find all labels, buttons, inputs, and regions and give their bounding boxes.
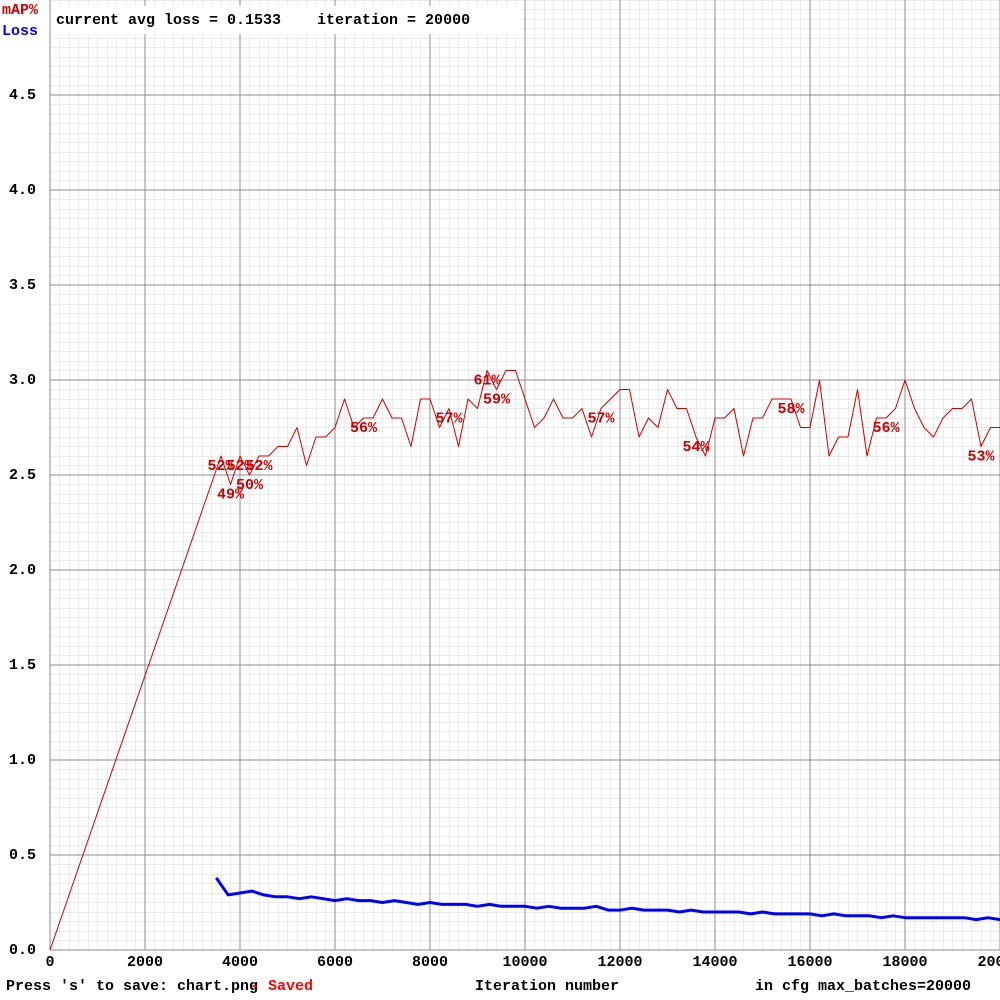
x-tick-label: 4000 xyxy=(222,954,258,971)
y-tick-label: 1.5 xyxy=(9,657,36,674)
x-tick-label: 14000 xyxy=(692,954,737,971)
x-tick-label: 10000 xyxy=(502,954,547,971)
data-label: 52% xyxy=(207,458,235,475)
legend-entry: Loss xyxy=(2,23,38,40)
header-text: current avg loss = 0.1533 iteration = 20… xyxy=(56,12,470,29)
series-line xyxy=(215,876,1000,922)
x-tick-label: 20000 xyxy=(977,954,1000,971)
data-label: 52% xyxy=(226,458,254,475)
x-axis-title: Iteration number xyxy=(475,978,619,995)
x-tick-label: 18000 xyxy=(882,954,927,971)
data-label: 58% xyxy=(777,401,805,418)
data-label: 57% xyxy=(587,410,615,427)
y-tick-label: 0.0 xyxy=(9,942,36,959)
y-tick-label: 2.5 xyxy=(9,467,36,484)
x-tick-label: 16000 xyxy=(787,954,832,971)
save-hint: Press 's' to save: chart.png xyxy=(6,978,258,995)
x-tick-label: 12000 xyxy=(597,954,642,971)
marks-layer: 52%49%52%50%52%56%57%61%59%57%54%58%56%5… xyxy=(49,370,1000,951)
data-label: 54% xyxy=(682,439,710,456)
y-tick-label: 0.5 xyxy=(9,847,36,864)
x-tick-label: 2000 xyxy=(127,954,163,971)
x-tick-label: 6000 xyxy=(317,954,353,971)
data-label: 57% xyxy=(435,410,463,427)
data-label: 56% xyxy=(350,420,378,437)
y-tick-label: 4.0 xyxy=(9,182,36,199)
y-tick-label: 4.5 xyxy=(9,87,36,104)
y-tick-label: 1.0 xyxy=(9,752,36,769)
save-status: - Saved xyxy=(250,978,313,995)
grid-layer xyxy=(49,0,1000,951)
y-tick-label: 3.0 xyxy=(9,372,36,389)
data-label: 59% xyxy=(483,391,511,408)
series-line xyxy=(49,370,1000,951)
data-label: 53% xyxy=(967,448,995,465)
y-tick-label: 3.5 xyxy=(9,277,36,294)
max-batches-note: in cfg max_batches=20000 xyxy=(755,978,971,995)
data-label: 50% xyxy=(236,477,264,494)
x-tick-label: 8000 xyxy=(412,954,448,971)
data-label: 49% xyxy=(217,486,245,503)
x-tick-label: 0 xyxy=(45,954,54,971)
data-label: 61% xyxy=(473,372,501,389)
data-label: 52% xyxy=(245,458,273,475)
header-box xyxy=(52,6,520,34)
y-tick-label: 2.0 xyxy=(9,562,36,579)
data-label: 56% xyxy=(872,420,900,437)
legend-entry: mAP% xyxy=(2,2,39,19)
